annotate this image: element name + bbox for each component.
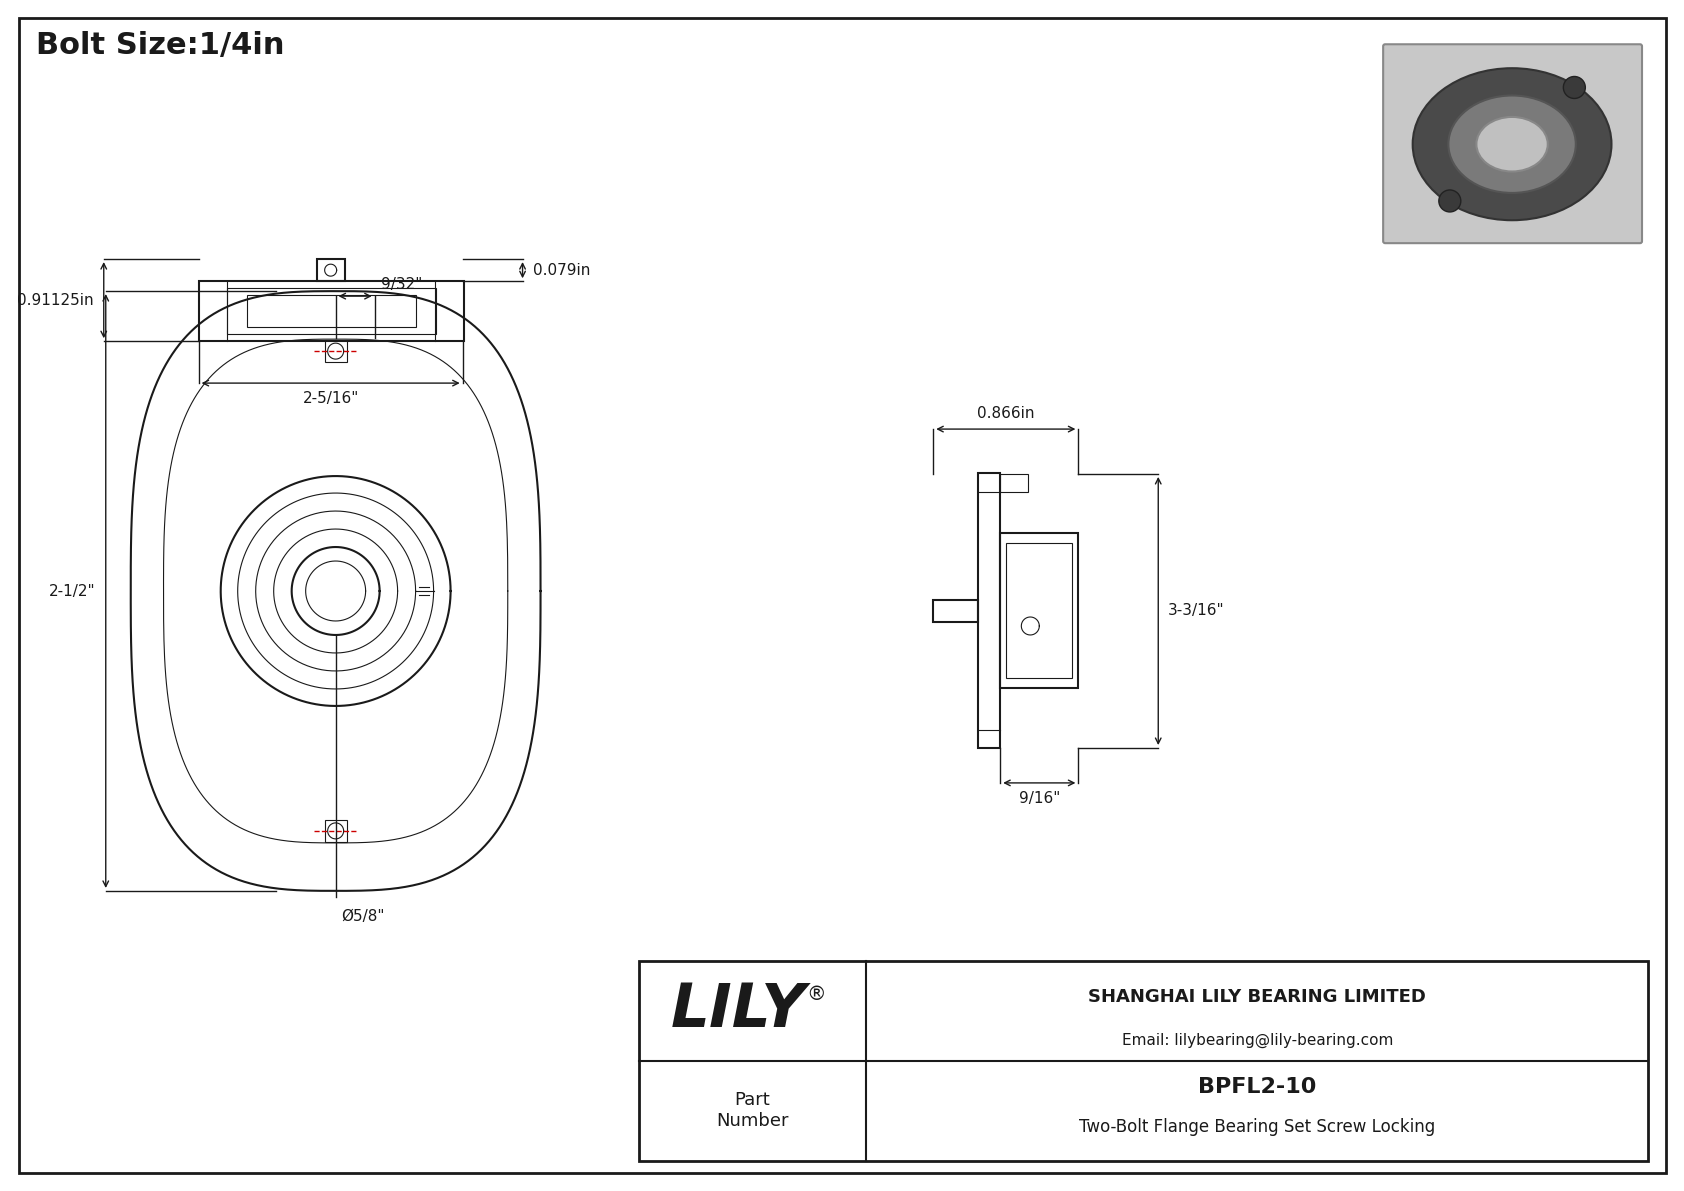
- Bar: [325, 819, 347, 842]
- Bar: [978, 473, 1000, 748]
- Text: BPFL2-10: BPFL2-10: [1197, 1077, 1317, 1097]
- Text: Two-Bolt Flange Bearing Set Screw Locking: Two-Bolt Flange Bearing Set Screw Lockin…: [1079, 1117, 1435, 1136]
- Bar: [1000, 474, 1029, 492]
- Text: 0.079in: 0.079in: [532, 263, 589, 278]
- Bar: [199, 281, 463, 341]
- Bar: [325, 341, 347, 362]
- Bar: [317, 260, 345, 281]
- Text: 0.91125in: 0.91125in: [17, 293, 94, 307]
- Bar: [933, 600, 978, 622]
- Ellipse shape: [1438, 189, 1460, 212]
- Bar: [246, 295, 416, 328]
- Bar: [1007, 543, 1073, 678]
- Bar: [1000, 534, 1078, 688]
- FancyBboxPatch shape: [1383, 44, 1642, 243]
- Text: 9/32": 9/32": [381, 278, 423, 292]
- Text: 2-5/16": 2-5/16": [303, 391, 359, 406]
- Text: Bolt Size:1/4in: Bolt Size:1/4in: [35, 31, 285, 61]
- Ellipse shape: [1448, 95, 1576, 193]
- Bar: [638, 961, 1649, 1161]
- Text: Ø5/8": Ø5/8": [342, 909, 386, 924]
- Text: 9/16": 9/16": [1019, 791, 1059, 806]
- Text: LILY: LILY: [670, 981, 807, 1040]
- Text: Part
Number: Part Number: [716, 1091, 788, 1130]
- Text: 2-1/2": 2-1/2": [49, 584, 96, 599]
- Text: 3-3/16": 3-3/16": [1169, 604, 1224, 618]
- Text: SHANGHAI LILY BEARING LIMITED: SHANGHAI LILY BEARING LIMITED: [1088, 987, 1426, 1006]
- Ellipse shape: [1563, 76, 1585, 99]
- Ellipse shape: [1413, 68, 1612, 220]
- Bar: [227, 288, 436, 335]
- Text: 0.866in: 0.866in: [977, 406, 1034, 422]
- Ellipse shape: [1477, 117, 1548, 172]
- Text: Email: lilybearing@lily-bearing.com: Email: lilybearing@lily-bearing.com: [1122, 1033, 1393, 1048]
- Text: ®: ®: [807, 985, 827, 1004]
